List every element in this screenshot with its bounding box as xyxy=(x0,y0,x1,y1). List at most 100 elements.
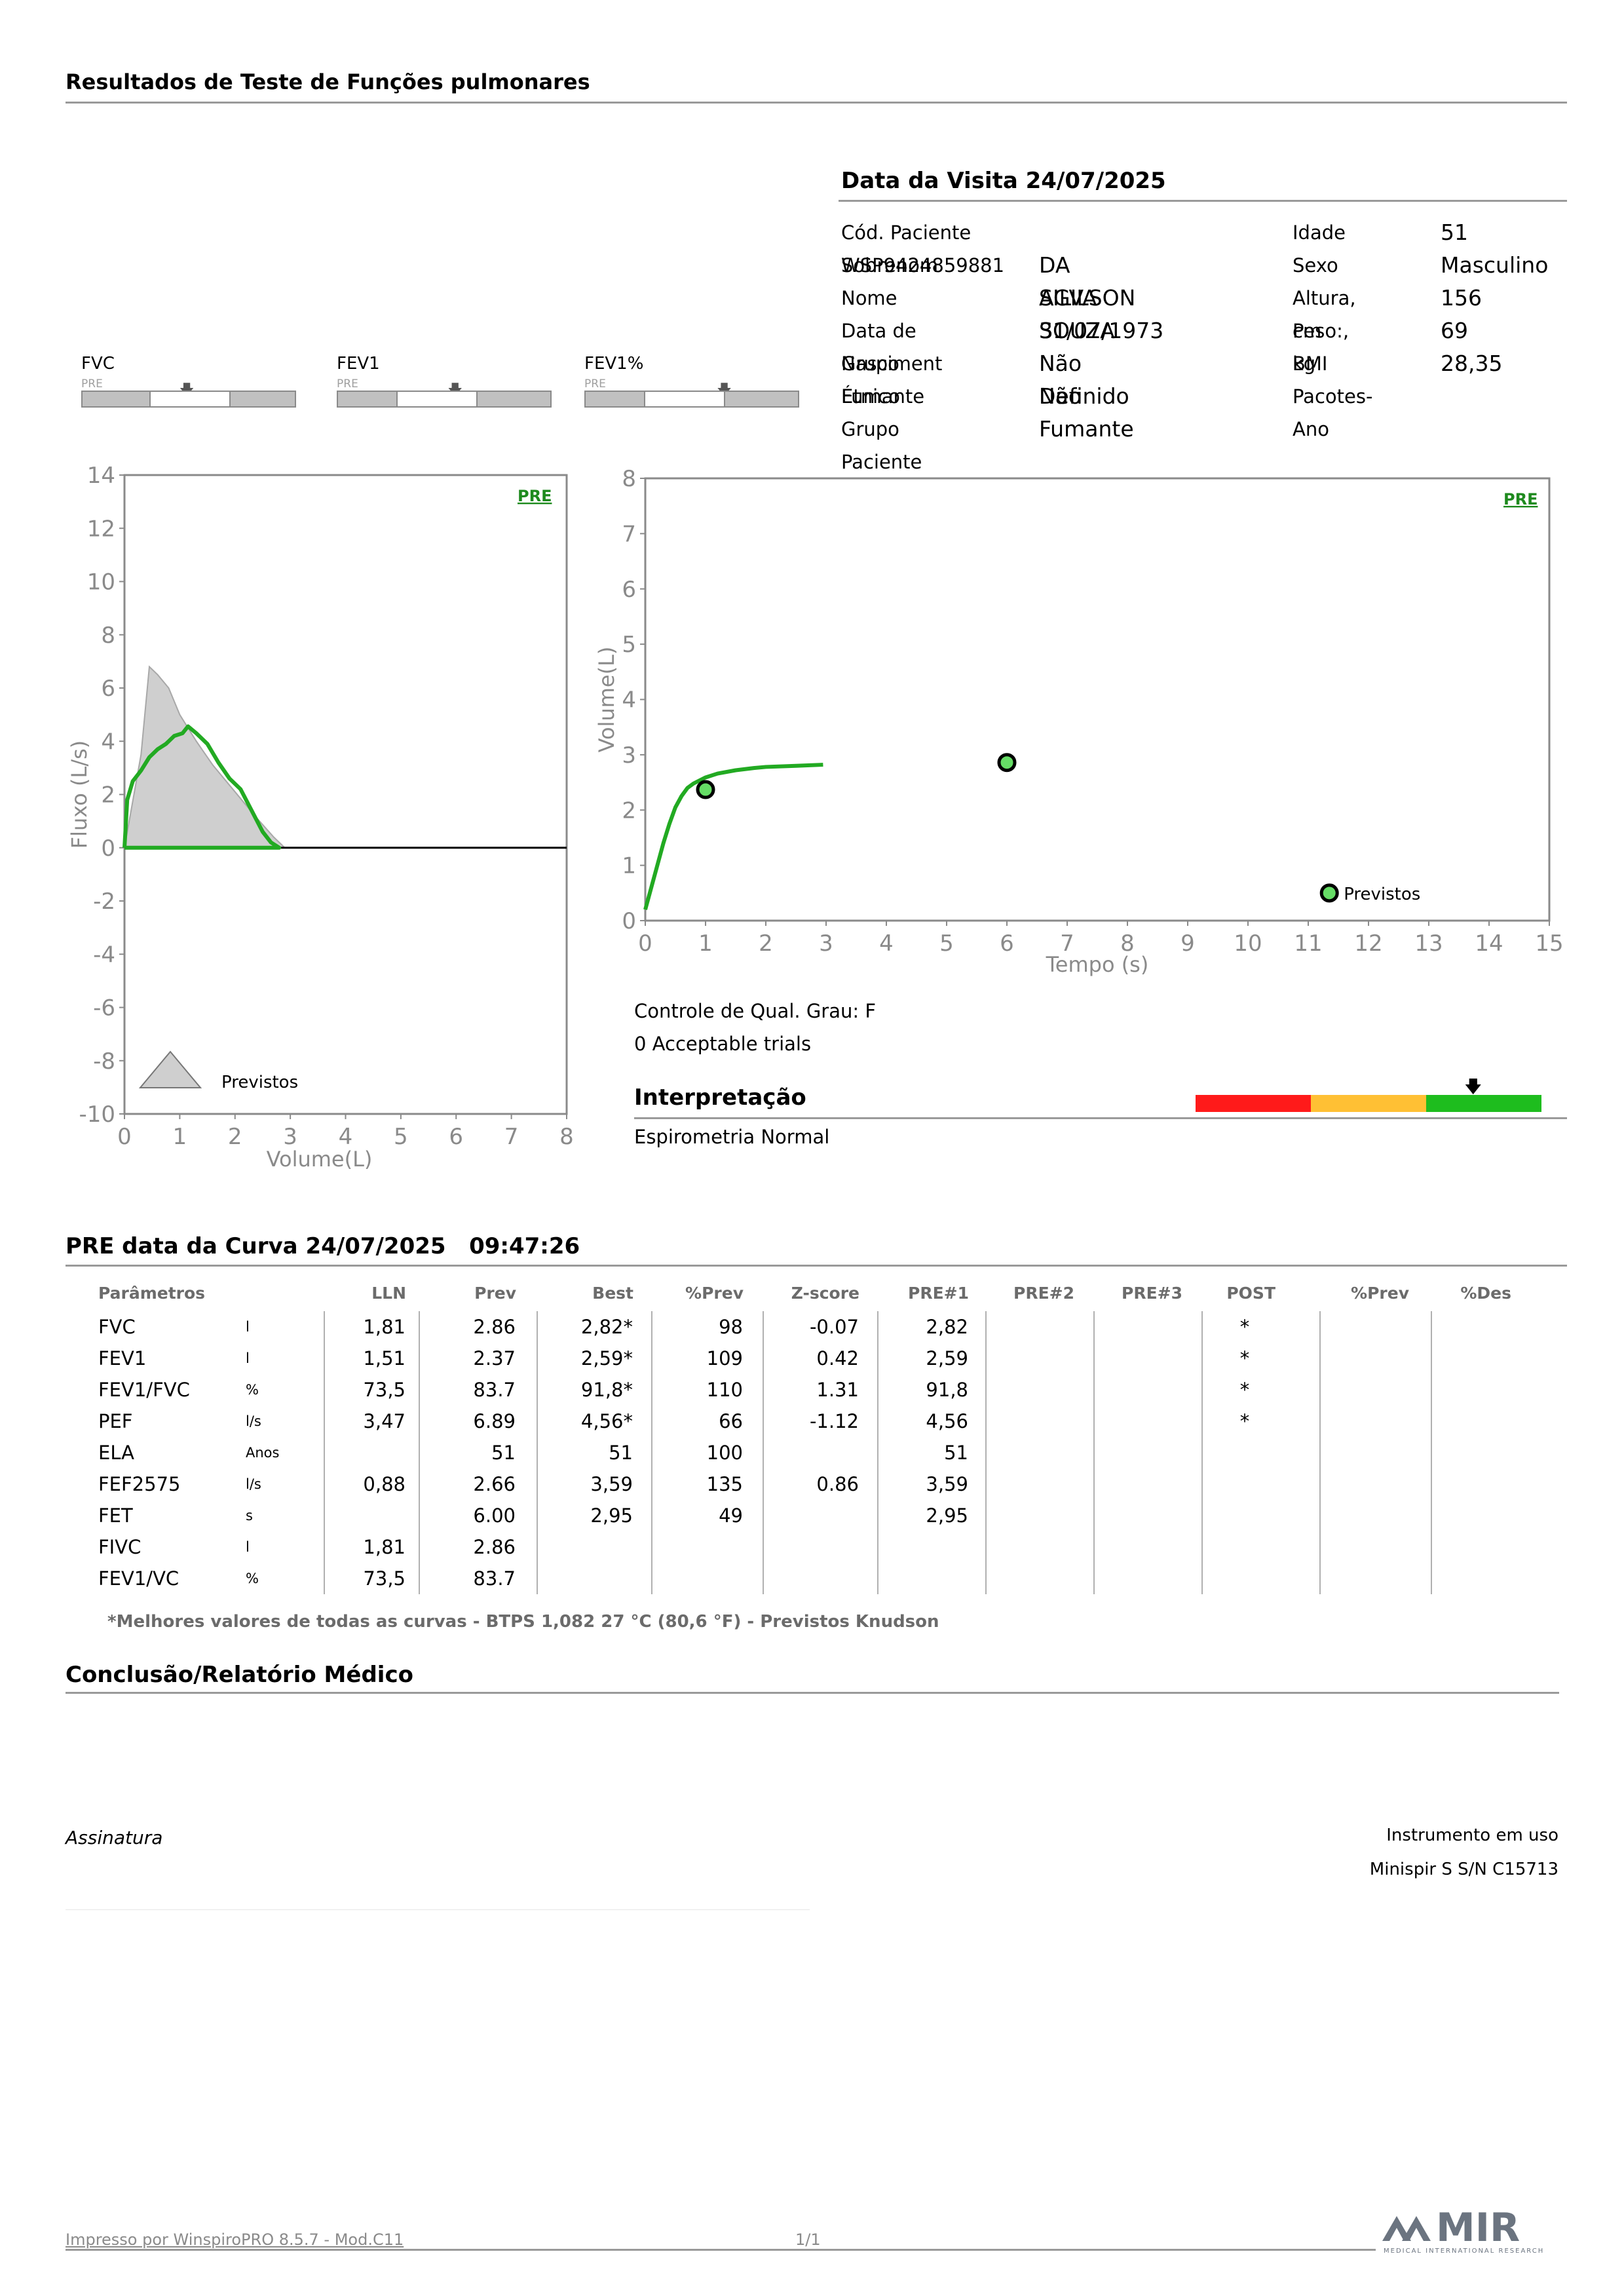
x-tick-label: 3 xyxy=(283,1124,297,1150)
cell-post-pct-prev xyxy=(1320,1406,1432,1437)
age-label: Idade xyxy=(1293,221,1346,244)
conclusion-title: Conclusão/Relatório Médico xyxy=(66,1662,413,1688)
signature-line xyxy=(66,1909,810,1910)
header-prev: Prev xyxy=(474,1283,516,1303)
cell-pct-prev: 66 xyxy=(652,1406,764,1437)
printed-by: Impresso por WinspiroPRO 8.5.7 - Mod.C11 xyxy=(66,2230,404,2249)
y-tick-label: 14 xyxy=(87,463,115,489)
sex-label: Sexo xyxy=(1293,254,1338,277)
cell-prev: 51 xyxy=(419,1437,538,1468)
acceptable-trials: 0 Acceptable trials xyxy=(634,1033,812,1055)
cell-param: PEF xyxy=(98,1410,133,1432)
cell-pre1: 4,56 xyxy=(878,1406,987,1437)
cell-pre2 xyxy=(986,1311,1095,1343)
y-tick-label: 12 xyxy=(87,516,115,542)
cell-lln xyxy=(324,1437,420,1468)
cell-pct-des xyxy=(1431,1374,1523,1406)
cell-pre2 xyxy=(986,1406,1095,1437)
ethnic-group-label: Grupo Étnico xyxy=(841,353,900,408)
predicted-point xyxy=(696,780,715,799)
cell-best: 3,59 xyxy=(537,1468,652,1500)
table-row: FET s 6.00 2,95 49 2,95 xyxy=(98,1500,1523,1531)
x-tick-label: 10 xyxy=(1234,930,1262,957)
logo-text: MIR xyxy=(1436,2205,1520,2251)
cell-z-score: -0.07 xyxy=(763,1311,878,1343)
arrow-down-icon: 🡇 xyxy=(1464,1077,1482,1097)
cell-pre3 xyxy=(1094,1343,1203,1374)
legend-label: Previstos xyxy=(1344,885,1420,904)
header-lln: LLN xyxy=(371,1283,406,1303)
y-tick-label: 7 xyxy=(622,521,636,547)
gauge-tag: PRE xyxy=(337,377,358,391)
cell-post-pct-prev xyxy=(1320,1500,1432,1531)
x-tick-label: 9 xyxy=(1180,930,1195,957)
table-row: FVC l 1,81 2.86 2,82* 98 -0.07 2,82 * xyxy=(98,1311,1523,1343)
name-value: AGILSON xyxy=(1039,285,1136,311)
cell-post: * xyxy=(1202,1343,1321,1374)
scale-yellow xyxy=(1311,1095,1426,1112)
cell-pre1: 3,59 xyxy=(878,1468,987,1500)
cell-z-score xyxy=(763,1531,878,1563)
cell-pre1: 2,82 xyxy=(878,1311,987,1343)
x-tick-label: 1 xyxy=(173,1124,187,1150)
cell-pre3 xyxy=(1094,1468,1203,1500)
cell-pre2 xyxy=(986,1531,1095,1563)
y-tick-label: -8 xyxy=(93,1048,115,1075)
cell-pre2 xyxy=(986,1343,1095,1374)
cell-best xyxy=(537,1531,652,1563)
header-post-pct-prev: %Prev xyxy=(1351,1283,1409,1303)
cell-lln xyxy=(324,1500,420,1531)
surname-value: DA SILVA SOUZA xyxy=(1039,252,1115,343)
ethnic-group-value: Não Definido xyxy=(1039,351,1129,409)
legend-predicted-icon xyxy=(138,1050,202,1088)
page-title: Resultados de Teste de Funções pulmonare… xyxy=(66,69,590,94)
series-tag: PRE xyxy=(518,487,552,505)
cell-pct-prev: 135 xyxy=(652,1468,764,1500)
cell-pre2 xyxy=(986,1563,1095,1594)
y-tick-label: -2 xyxy=(93,889,115,915)
cell-pct-des xyxy=(1431,1343,1523,1374)
cell-param: ELA xyxy=(98,1442,134,1464)
table-row: FEV1 l 1,51 2.37 2,59* 109 0.42 2,59 * xyxy=(98,1343,1523,1374)
header-divider xyxy=(66,102,1567,104)
cell-post-pct-prev xyxy=(1320,1563,1432,1594)
legend-label: Previstos xyxy=(221,1073,298,1092)
cell-param: FIVC xyxy=(98,1536,142,1558)
cell-post: * xyxy=(1202,1406,1321,1437)
patient-group-label: Grupo Paciente xyxy=(841,418,922,473)
cell-z-score: -1.12 xyxy=(763,1406,878,1437)
cell-pre1: 51 xyxy=(878,1437,987,1468)
cell-pct-des xyxy=(1431,1468,1523,1500)
height-label: Altura, cm xyxy=(1293,287,1356,342)
cell-post-pct-prev xyxy=(1320,1311,1432,1343)
cell-lln: 0,88 xyxy=(324,1468,420,1500)
cell-unit: l xyxy=(246,1311,325,1343)
age-value: 51 xyxy=(1441,220,1468,245)
instrument-model: Minispir S S/N C15713 xyxy=(1369,1860,1558,1879)
cell-post: * xyxy=(1202,1311,1321,1343)
cell-pre3 xyxy=(1094,1437,1203,1468)
weight-value: 69 xyxy=(1441,318,1468,343)
x-tick-label: 3 xyxy=(819,930,833,957)
gauge-normal-range xyxy=(149,392,231,406)
gauge-bar xyxy=(584,391,799,408)
visit-divider xyxy=(839,200,1567,202)
header-z-score: Z-score xyxy=(791,1283,859,1303)
x-tick-label: 2 xyxy=(228,1124,242,1150)
cell-pct-des xyxy=(1431,1311,1523,1343)
y-tick-label: 5 xyxy=(622,632,636,658)
gauge-normal-range xyxy=(396,392,478,406)
y-tick-label: 1 xyxy=(622,853,636,879)
x-tick-label: 6 xyxy=(449,1124,463,1150)
cell-best: 4,56* xyxy=(537,1406,652,1437)
footer-divider xyxy=(66,2249,1376,2251)
instrument-title: Instrumento em uso xyxy=(1386,1826,1558,1845)
cell-best: 2,95 xyxy=(537,1500,652,1531)
gauge-normal-range xyxy=(643,392,726,406)
interpretation-text: Espirometria Normal xyxy=(634,1126,830,1148)
y-tick-label: 2 xyxy=(622,797,636,824)
x-axis-label: Tempo (s) xyxy=(1046,952,1149,977)
x-tick-label: 5 xyxy=(394,1124,408,1150)
y-tick-label: 10 xyxy=(87,569,115,596)
